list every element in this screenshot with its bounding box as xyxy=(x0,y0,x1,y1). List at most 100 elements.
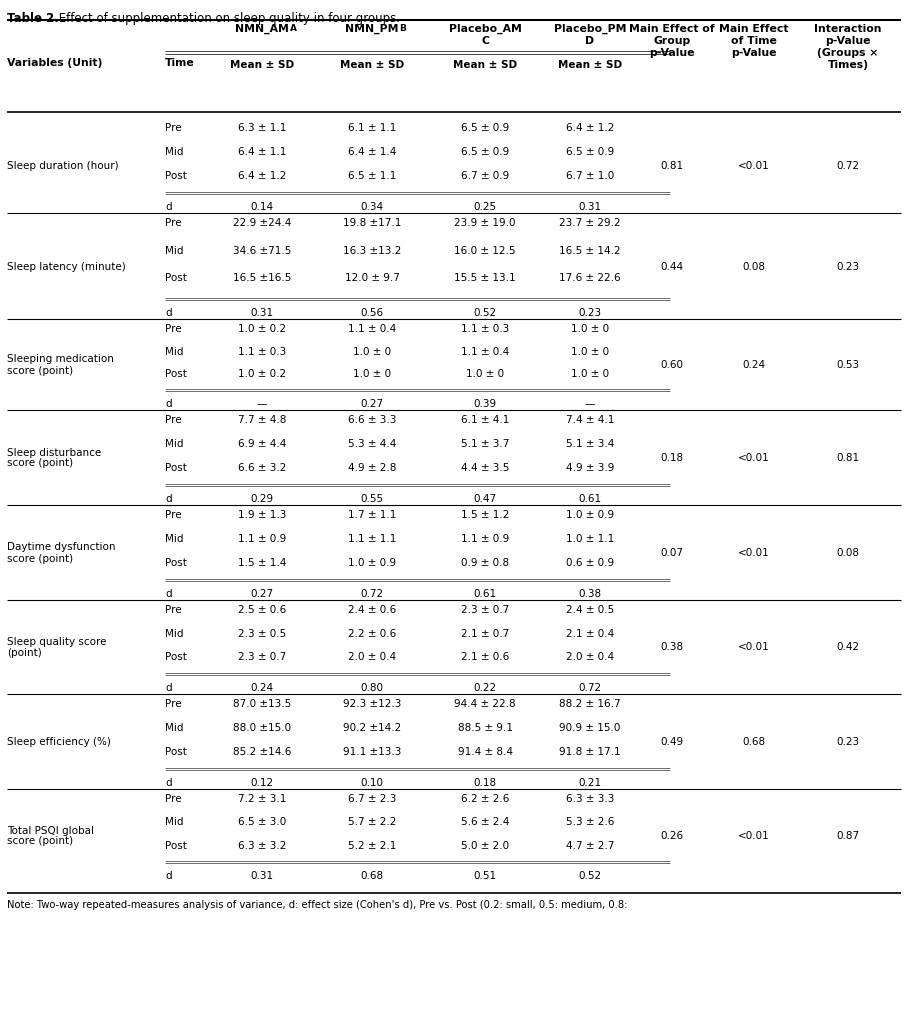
Text: Main Effect of: Main Effect of xyxy=(629,24,715,34)
Text: Mid: Mid xyxy=(165,629,183,639)
Text: Sleep latency (minute): Sleep latency (minute) xyxy=(7,261,125,271)
Text: 34.6 ±71.5: 34.6 ±71.5 xyxy=(232,246,291,256)
Text: Placebo_AM: Placebo_AM xyxy=(449,24,521,34)
Text: Post: Post xyxy=(165,370,187,379)
Text: Post: Post xyxy=(165,652,187,663)
Text: 1.1 ± 0.4: 1.1 ± 0.4 xyxy=(461,347,509,356)
Text: 0.72: 0.72 xyxy=(360,589,383,599)
Text: 6.7 ± 0.9: 6.7 ± 0.9 xyxy=(461,171,509,181)
Text: 6.4 ± 1.1: 6.4 ± 1.1 xyxy=(238,147,286,157)
Text: C: C xyxy=(481,36,489,46)
Text: Sleep quality score: Sleep quality score xyxy=(7,637,106,647)
Text: Post: Post xyxy=(165,841,187,851)
Text: 90.2 ±14.2: 90.2 ±14.2 xyxy=(343,723,401,733)
Text: 0.47: 0.47 xyxy=(473,494,497,504)
Text: 88.5 ± 9.1: 88.5 ± 9.1 xyxy=(458,723,512,733)
Text: 6.7 ± 2.3: 6.7 ± 2.3 xyxy=(348,794,396,804)
Text: 6.5 ± 3.0: 6.5 ± 3.0 xyxy=(238,817,286,827)
Text: Mid: Mid xyxy=(165,347,183,356)
Text: 0.61: 0.61 xyxy=(578,494,602,504)
Text: 91.1 ±13.3: 91.1 ±13.3 xyxy=(343,746,401,757)
Text: 0.12: 0.12 xyxy=(251,778,273,788)
Text: Post: Post xyxy=(165,746,187,757)
Text: 0.31: 0.31 xyxy=(251,308,273,318)
Text: 2.1 ± 0.4: 2.1 ± 0.4 xyxy=(566,629,614,639)
Text: Mid: Mid xyxy=(165,817,183,827)
Text: 85.2 ±14.6: 85.2 ±14.6 xyxy=(232,746,291,757)
Text: 1.1 ± 0.9: 1.1 ± 0.9 xyxy=(461,534,509,544)
Text: 0.29: 0.29 xyxy=(251,494,273,504)
Text: Mid: Mid xyxy=(165,723,183,733)
Text: 2.3 ± 0.7: 2.3 ± 0.7 xyxy=(238,652,286,663)
Text: 1.1 ± 0.9: 1.1 ± 0.9 xyxy=(238,534,286,544)
Text: 0.38: 0.38 xyxy=(660,642,684,652)
Text: 4.7 ± 2.7: 4.7 ± 2.7 xyxy=(566,841,614,851)
Text: Sleep disturbance: Sleep disturbance xyxy=(7,447,102,458)
Text: 88.0 ±15.0: 88.0 ±15.0 xyxy=(233,723,291,733)
Text: 6.9 ± 4.4: 6.9 ± 4.4 xyxy=(238,439,286,449)
Text: Mid: Mid xyxy=(165,246,183,256)
Text: Note: Two-way repeated-measures analysis of variance, d: effect size (Cohen's d): Note: Two-way repeated-measures analysis… xyxy=(7,900,627,910)
Text: Group: Group xyxy=(654,36,691,46)
Text: 16.5 ± 14.2: 16.5 ± 14.2 xyxy=(559,246,621,256)
Text: Variables (Unit): Variables (Unit) xyxy=(7,58,103,68)
Text: 2.4 ± 0.5: 2.4 ± 0.5 xyxy=(566,605,614,615)
Text: score (point): score (point) xyxy=(7,554,74,563)
Text: Pre: Pre xyxy=(165,415,182,425)
Text: Pre: Pre xyxy=(165,324,182,334)
Text: d: d xyxy=(165,494,172,504)
Text: Total PSQI global: Total PSQI global xyxy=(7,825,94,836)
Text: 1.5 ± 1.4: 1.5 ± 1.4 xyxy=(238,558,286,568)
Text: 0.6 ± 0.9: 0.6 ± 0.9 xyxy=(566,558,614,568)
Text: 0.60: 0.60 xyxy=(660,360,684,370)
Text: 0.31: 0.31 xyxy=(251,871,273,881)
Text: d: d xyxy=(165,308,172,318)
Text: Pre: Pre xyxy=(165,123,182,133)
Text: 1.7 ± 1.1: 1.7 ± 1.1 xyxy=(348,510,396,520)
Text: d: d xyxy=(165,778,172,788)
Text: 0.31: 0.31 xyxy=(578,202,602,212)
Text: 1.5 ± 1.2: 1.5 ± 1.2 xyxy=(461,510,509,520)
Text: 7.2 ± 3.1: 7.2 ± 3.1 xyxy=(238,794,286,804)
Text: 1.0 ± 0: 1.0 ± 0 xyxy=(466,370,504,379)
Text: Mean ± SD: Mean ± SD xyxy=(230,60,294,70)
Text: 6.2 ± 2.6: 6.2 ± 2.6 xyxy=(461,794,509,804)
Text: Pre: Pre xyxy=(165,510,182,520)
Text: 0.72: 0.72 xyxy=(836,161,860,171)
Text: 1.0 ± 0.9: 1.0 ± 0.9 xyxy=(566,510,614,520)
Text: Placebo_PM: Placebo_PM xyxy=(554,24,627,34)
Text: 92.3 ±12.3: 92.3 ±12.3 xyxy=(343,699,401,709)
Text: 5.3 ± 4.4: 5.3 ± 4.4 xyxy=(348,439,396,449)
Text: <0.01: <0.01 xyxy=(738,161,770,171)
Text: Effect of supplementation on sleep quality in four groups.: Effect of supplementation on sleep quali… xyxy=(55,12,400,25)
Text: B: B xyxy=(399,24,406,33)
Text: Post: Post xyxy=(165,558,187,568)
Text: score (point): score (point) xyxy=(7,837,74,847)
Text: 1.0 ± 0: 1.0 ± 0 xyxy=(571,370,609,379)
Text: d: d xyxy=(165,399,172,409)
Text: <0.01: <0.01 xyxy=(738,548,770,558)
Text: <0.01: <0.01 xyxy=(738,831,770,841)
Text: 6.4 ± 1.4: 6.4 ± 1.4 xyxy=(348,147,396,157)
Text: 0.34: 0.34 xyxy=(360,202,383,212)
Text: 2.4 ± 0.6: 2.4 ± 0.6 xyxy=(348,605,396,615)
Text: 6.1 ± 4.1: 6.1 ± 4.1 xyxy=(461,415,509,425)
Text: 0.44: 0.44 xyxy=(660,261,684,271)
Text: 6.5 ± 1.1: 6.5 ± 1.1 xyxy=(348,171,396,181)
Text: 22.9 ±24.4: 22.9 ±24.4 xyxy=(232,218,291,228)
Text: 0.14: 0.14 xyxy=(251,202,273,212)
Text: 2.1 ± 0.6: 2.1 ± 0.6 xyxy=(461,652,509,663)
Text: 0.08: 0.08 xyxy=(743,261,765,271)
Text: 5.0 ± 2.0: 5.0 ± 2.0 xyxy=(461,841,509,851)
Text: 0.23: 0.23 xyxy=(578,308,602,318)
Text: 6.5 ± 0.9: 6.5 ± 0.9 xyxy=(566,147,614,157)
Text: 0.52: 0.52 xyxy=(578,871,602,881)
Text: Table 2.: Table 2. xyxy=(7,12,59,25)
Text: <0.01: <0.01 xyxy=(738,642,770,652)
Text: d: d xyxy=(165,871,172,881)
Text: d: d xyxy=(165,202,172,212)
Text: Post: Post xyxy=(165,273,187,284)
Text: 2.3 ± 0.5: 2.3 ± 0.5 xyxy=(238,629,286,639)
Text: 4.9 ± 2.8: 4.9 ± 2.8 xyxy=(348,463,396,473)
Text: 0.25: 0.25 xyxy=(473,202,497,212)
